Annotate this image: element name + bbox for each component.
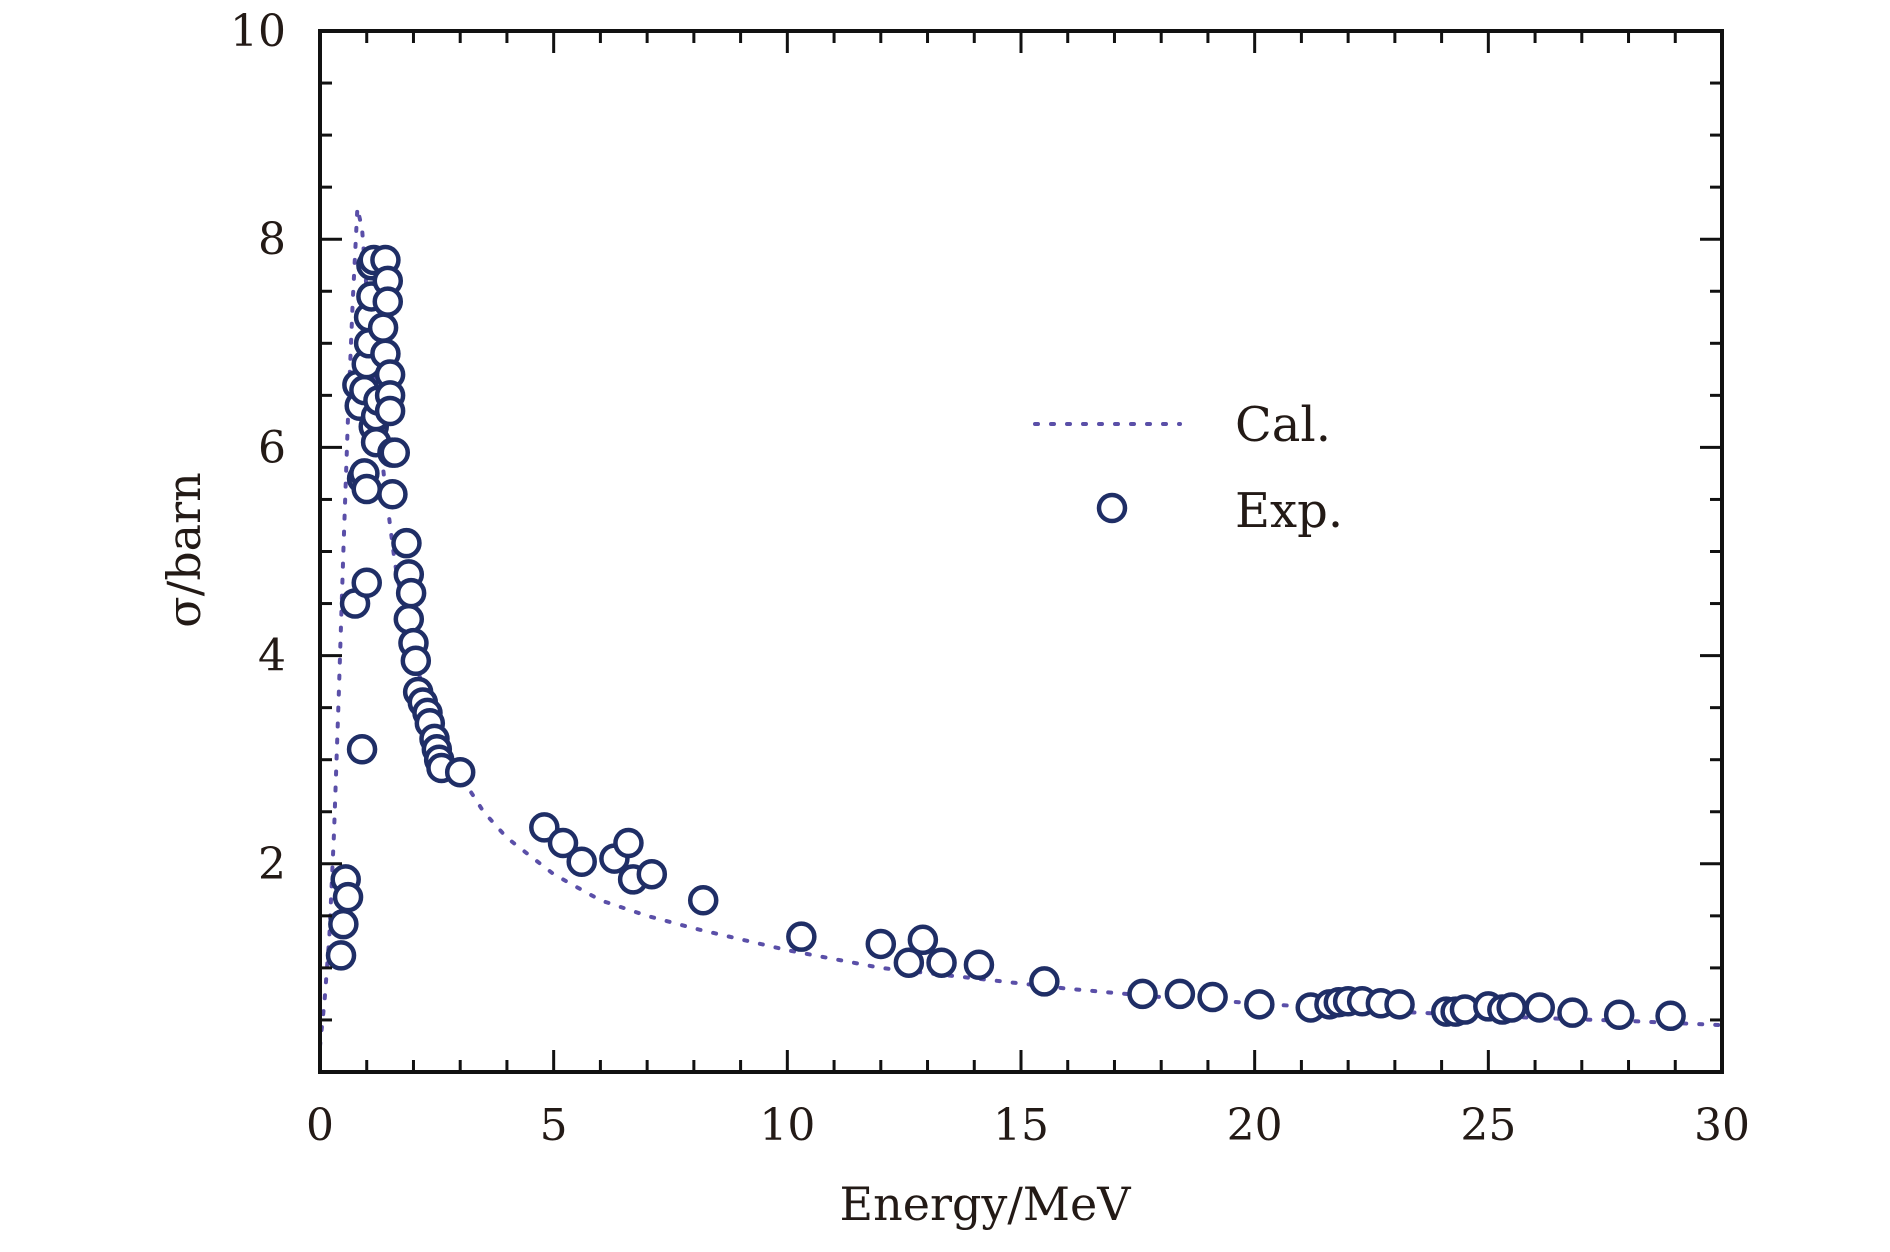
exp-point xyxy=(377,478,408,510)
y-tick-label: 2 xyxy=(258,839,286,890)
tick-labels: 0 5 10 15 20 25 30 2 4 6 8 10 xyxy=(230,6,1750,1151)
x-tick-label: 30 xyxy=(1694,1100,1750,1151)
y-axis-label: σ/barn xyxy=(157,472,211,627)
exp-point xyxy=(325,940,357,971)
legend-exp-marker xyxy=(1096,492,1128,524)
exp-point xyxy=(1655,1000,1686,1032)
x-tick-label: 15 xyxy=(993,1100,1049,1151)
y-tick-label: 6 xyxy=(258,422,286,473)
exp-point xyxy=(328,908,359,940)
y-tick-label: 10 xyxy=(230,6,286,57)
exp-point xyxy=(547,827,579,859)
exp-points xyxy=(325,244,1686,1032)
exp-point xyxy=(346,734,378,765)
legend: Cal. Exp. xyxy=(1033,397,1343,539)
exp-point xyxy=(1496,992,1527,1023)
y-tick-label: 4 xyxy=(258,631,286,682)
exp-point xyxy=(1164,978,1196,1010)
x-axis-label: Energy/MeV xyxy=(840,1177,1132,1231)
legend-cal-label: Cal. xyxy=(1235,397,1331,453)
exp-point xyxy=(444,756,476,788)
exp-point xyxy=(372,286,404,317)
exp-point xyxy=(1197,981,1228,1013)
exp-point xyxy=(1603,999,1635,1030)
exp-point xyxy=(367,312,399,343)
exp-point xyxy=(351,567,382,598)
exp-point xyxy=(1127,978,1158,1010)
axis-ticks xyxy=(318,29,1724,1074)
exp-point xyxy=(1244,989,1275,1020)
exp-point xyxy=(393,603,425,635)
exp-point xyxy=(926,947,957,978)
exp-point xyxy=(1384,989,1415,1020)
exp-point xyxy=(1029,966,1060,997)
exp-point xyxy=(613,827,644,859)
exp-point xyxy=(1524,992,1555,1023)
exp-point xyxy=(963,949,995,981)
exp-point xyxy=(379,437,411,468)
exp-point xyxy=(786,921,817,952)
exp-point xyxy=(566,846,597,877)
plot-frame xyxy=(318,29,1724,1074)
exp-point xyxy=(1557,997,1588,1028)
x-tick-label: 10 xyxy=(759,1100,815,1151)
y-tick-label: 8 xyxy=(258,214,286,265)
x-tick-label: 5 xyxy=(540,1100,568,1151)
exp-point xyxy=(395,577,427,609)
exp-point xyxy=(687,884,719,916)
exp-point xyxy=(374,395,406,427)
exp-point xyxy=(351,473,382,505)
cal-line xyxy=(318,207,1724,1048)
exp-point xyxy=(400,645,432,677)
exp-point xyxy=(332,881,364,913)
exp-point xyxy=(893,947,925,978)
exp-point xyxy=(636,858,668,890)
x-tick-label: 20 xyxy=(1227,1100,1283,1151)
x-tick-label: 0 xyxy=(306,1100,334,1151)
x-tick-label: 25 xyxy=(1460,1100,1516,1151)
exp-point xyxy=(907,924,939,956)
exp-point xyxy=(391,527,422,559)
cal-curve xyxy=(318,207,1724,1048)
exp-point xyxy=(865,928,897,960)
legend-exp-label: Exp. xyxy=(1235,483,1343,539)
